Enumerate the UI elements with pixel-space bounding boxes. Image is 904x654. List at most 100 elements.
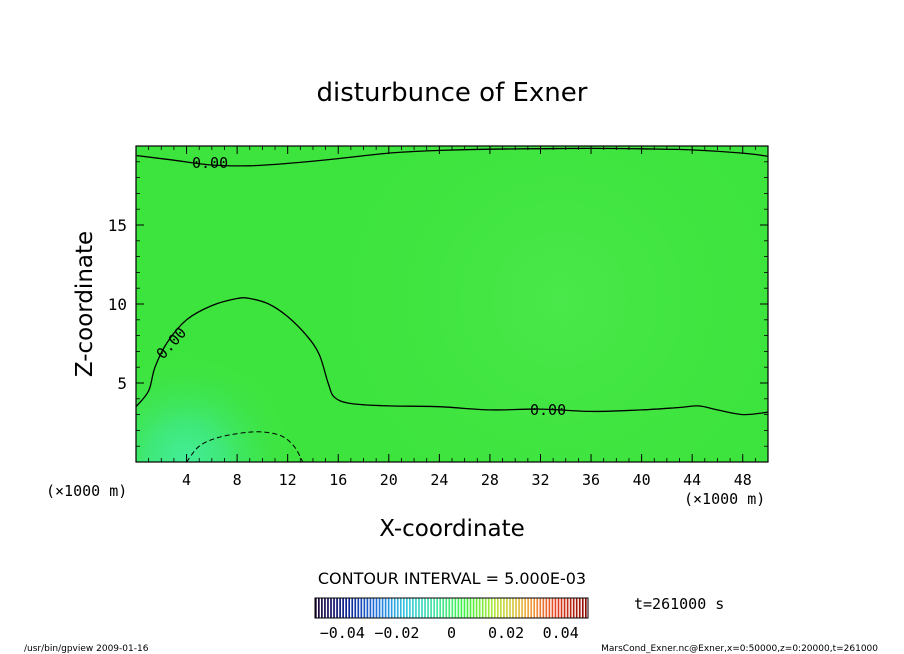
colorbar-cell xyxy=(360,598,363,618)
y-tick-label: 15 xyxy=(108,216,127,235)
colorbar-cell xyxy=(469,598,472,618)
x-axis-label: X-coordinate xyxy=(379,516,525,542)
colorbar-cell xyxy=(472,598,475,618)
colorbar-cell xyxy=(518,598,520,618)
colorbar-cell xyxy=(545,598,548,618)
colorbar-cell xyxy=(393,598,396,618)
colorbar-cell xyxy=(378,598,381,618)
x-tick-label: 28 xyxy=(481,471,499,489)
colorbar-cell xyxy=(463,598,466,618)
colorbar-cell xyxy=(402,598,405,618)
colorbar-cell xyxy=(451,598,454,618)
colorbar-cell xyxy=(427,598,429,618)
colorbar-cell xyxy=(569,598,572,618)
colorbar-cell xyxy=(442,598,445,618)
colorbar-cell xyxy=(454,598,457,618)
colorbar-cell xyxy=(581,598,584,618)
colorbar-cell xyxy=(497,598,499,618)
footer-right: MarsCond_Exner.nc@Exner,x=0:50000,z=0:20… xyxy=(601,644,878,654)
colorbar-cell xyxy=(536,598,539,618)
colorbar-cell xyxy=(575,598,578,618)
colorbar-cell xyxy=(554,598,557,618)
colorbar-cell xyxy=(412,598,414,618)
colorbar-ticks: −0.04 −0.02 0 0.02 0.04 xyxy=(320,624,579,642)
colorbar-cell xyxy=(484,598,487,618)
x-tick-label: 44 xyxy=(683,471,701,489)
colorbar-tick-label: 0.02 xyxy=(488,624,524,642)
colorbar-cell xyxy=(321,598,323,618)
colorbar-cell xyxy=(415,598,417,618)
colorbar-cell xyxy=(357,598,360,618)
colorbar-cell xyxy=(515,598,517,618)
colorbar-cell xyxy=(336,598,338,618)
x-unit-label: (×1000 m) xyxy=(684,490,765,508)
colorbar-cell xyxy=(512,598,514,618)
colorbar-cell xyxy=(539,598,542,618)
colorbar-cell xyxy=(487,598,490,618)
x-tick-label: 12 xyxy=(279,471,297,489)
colorbar-cell xyxy=(351,598,354,618)
colorbar-cell xyxy=(399,598,402,618)
x-tick-label: 32 xyxy=(531,471,549,489)
colorbar-cell xyxy=(478,598,481,618)
x-tick-label: 16 xyxy=(329,471,347,489)
colorbar-cell xyxy=(330,598,332,618)
colorbar-cell xyxy=(372,598,375,618)
colorbar-cell xyxy=(366,598,369,618)
colorbar-tick-label: 0.04 xyxy=(543,624,579,642)
colorbar-cell xyxy=(436,598,439,618)
colorbar-cell xyxy=(348,598,351,618)
colorbar-cell xyxy=(551,598,554,618)
colorbar-cell xyxy=(578,598,581,618)
colorbar-cell xyxy=(342,598,344,618)
colorbar-cell xyxy=(490,598,493,618)
colorbar-cell xyxy=(318,598,320,618)
contour-interval: CONTOUR INTERVAL = 5.000E-03 xyxy=(318,569,586,588)
colorbar-cell xyxy=(500,598,502,618)
colorbar-cell xyxy=(448,598,451,618)
y-tick-label: 5 xyxy=(117,374,127,393)
colorbar-cell xyxy=(506,598,508,618)
colorbar-cell xyxy=(433,598,435,618)
colorbar-cell xyxy=(584,598,587,618)
colorbar-cell xyxy=(339,598,341,618)
colorbar-cell xyxy=(424,598,426,618)
colorbar-cell xyxy=(333,598,335,618)
colorbar-cell xyxy=(493,598,496,618)
colorbar-cell xyxy=(533,598,536,618)
colorbar-tick-label: −0.02 xyxy=(374,624,419,642)
colorbar-cell xyxy=(390,598,393,618)
contour-label-low: 0.00 xyxy=(530,401,566,419)
x-tick-label: 48 xyxy=(734,471,752,489)
colorbar-cell xyxy=(572,598,575,618)
colorbar-cell xyxy=(387,598,390,618)
field-shade-low xyxy=(136,146,768,462)
colorbar-cell xyxy=(566,598,569,618)
colorbar-tick-label: −0.04 xyxy=(320,624,365,642)
colorbar-cell xyxy=(406,598,408,618)
colorbar-cell xyxy=(548,598,551,618)
colorbar-cell xyxy=(475,598,478,618)
colorbar-cell xyxy=(445,598,448,618)
y-tick-label: 10 xyxy=(108,295,127,314)
contour-line-2 xyxy=(186,431,304,462)
x-tick-label: 8 xyxy=(233,471,242,489)
footer-left: /usr/bin/gpview 2009-01-16 xyxy=(24,644,149,654)
colorbar-frame xyxy=(314,597,589,619)
x-axis: 4 8 12 16 20 24 28 32 36 40 44 48 xyxy=(148,146,756,489)
colorbar-cell xyxy=(384,598,387,618)
colorbar-cell xyxy=(460,598,463,618)
colorbar-cell xyxy=(481,598,484,618)
colorbar-cell xyxy=(324,598,326,618)
plot-area xyxy=(136,146,768,462)
colorbar-cell xyxy=(354,598,357,618)
colorbar-cell xyxy=(439,598,442,618)
colorbar-tick-label: 0 xyxy=(447,624,456,642)
colorbar-cell xyxy=(503,598,505,618)
colorbar-cell xyxy=(409,598,411,618)
contour-line-1 xyxy=(136,297,768,416)
colorbar-cell xyxy=(457,598,460,618)
colorbar-cell xyxy=(557,598,560,618)
colorbar-cell xyxy=(418,598,420,618)
